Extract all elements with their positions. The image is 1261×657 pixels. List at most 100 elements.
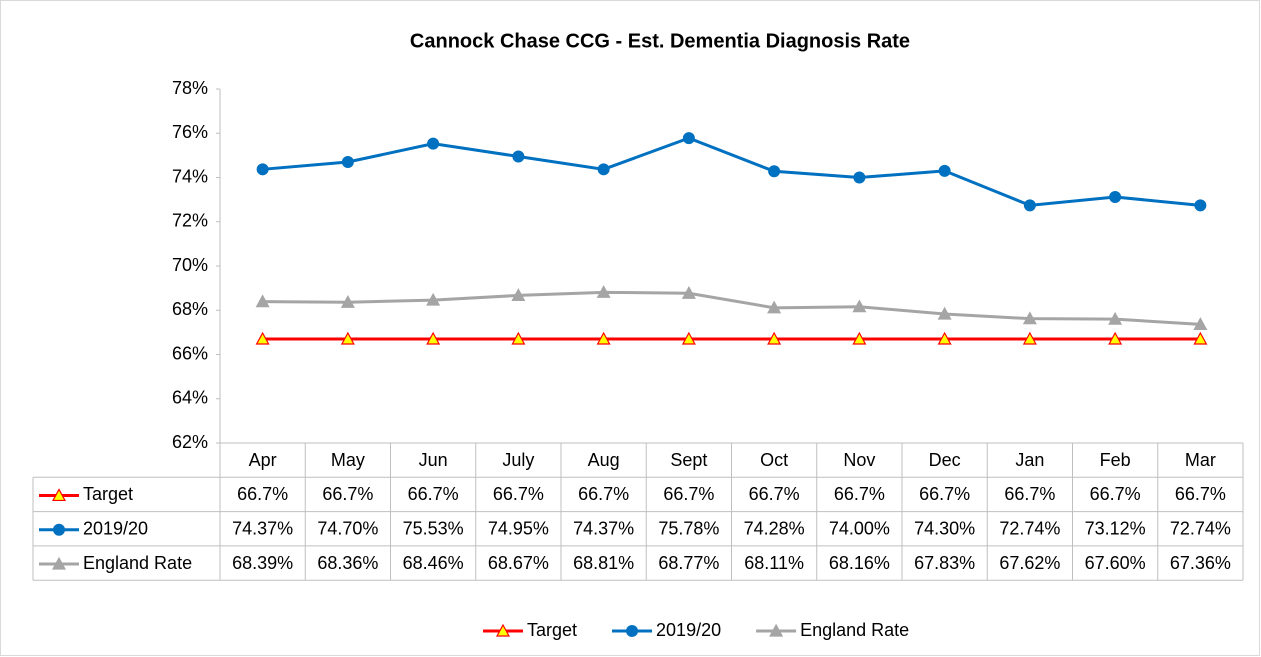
table-cell: 67.60% <box>1085 553 1146 573</box>
table-row-label: 2019/20 <box>83 519 148 539</box>
table-cell: 66.7% <box>322 484 373 504</box>
table-cell: 66.7% <box>919 484 970 504</box>
table-cell: 75.78% <box>658 519 719 539</box>
table-cell: 68.39% <box>232 553 293 573</box>
y-tick-label: 62% <box>172 432 208 452</box>
marker <box>512 150 525 163</box>
x-tick-label: Mar <box>1185 450 1216 470</box>
legend-label: 2019/20 <box>656 620 721 640</box>
legend-marker <box>626 625 639 637</box>
table-cell: 68.11% <box>744 553 804 573</box>
table-cell: 66.7% <box>1090 484 1141 504</box>
marker <box>1194 199 1207 212</box>
marker <box>681 331 696 345</box>
marker <box>1193 317 1208 331</box>
table-row-label: England Rate <box>83 553 192 573</box>
x-tick-label: Apr <box>249 450 277 470</box>
table-cell: 68.67% <box>488 553 549 573</box>
marker <box>511 331 526 345</box>
table-cell: 68.77% <box>658 553 719 573</box>
x-tick-label: Feb <box>1100 450 1131 470</box>
table-cell: 74.70% <box>317 519 378 539</box>
legend-marker <box>51 556 67 570</box>
table-cell: 75.53% <box>403 519 464 539</box>
marker <box>255 294 270 308</box>
y-tick-label: 74% <box>172 166 208 186</box>
x-tick-label: Oct <box>760 450 788 470</box>
table-cell: 66.7% <box>408 484 459 504</box>
y-tick-label: 66% <box>172 343 208 363</box>
y-tick-label: 76% <box>172 122 208 142</box>
table-cell: 67.36% <box>1170 553 1231 573</box>
x-tick-label: Jun <box>419 450 448 470</box>
marker <box>682 132 695 145</box>
x-tick-label: Jan <box>1015 450 1044 470</box>
marker <box>256 163 269 176</box>
table-cell: 68.81% <box>573 553 634 573</box>
table-cell: 66.7% <box>1004 484 1055 504</box>
table-cell: 66.7% <box>578 484 629 504</box>
marker <box>340 331 355 345</box>
table-cell: 66.7% <box>749 484 800 504</box>
series-line <box>262 290 1201 326</box>
marker <box>511 288 526 302</box>
table-cell: 74.30% <box>914 519 975 539</box>
marker <box>937 306 952 320</box>
marker <box>427 137 440 150</box>
legend-marker <box>53 523 65 536</box>
marker <box>1108 311 1123 325</box>
marker <box>426 331 441 345</box>
marker <box>852 299 867 313</box>
marker <box>938 164 951 177</box>
marker <box>255 331 270 345</box>
table-cell: 66.7% <box>493 484 544 504</box>
marker <box>767 331 782 345</box>
table-cell: 66.7% <box>237 484 288 504</box>
table-cell: 68.46% <box>403 553 464 573</box>
marker <box>597 163 610 176</box>
marker <box>340 295 355 308</box>
table-cell: 74.95% <box>488 519 549 539</box>
marker <box>853 171 866 184</box>
table-cell: 68.36% <box>317 553 378 573</box>
marker <box>1022 331 1037 345</box>
marker <box>681 285 696 299</box>
marker <box>1108 331 1123 345</box>
chart-title: Cannock Chase CCG - Est. Dementia Diagno… <box>410 30 910 52</box>
marker <box>1023 199 1036 212</box>
table-cell: 72.74% <box>999 519 1060 539</box>
marker <box>596 331 611 345</box>
table-cell: 67.83% <box>914 553 975 573</box>
x-tick-label: Nov <box>843 450 875 470</box>
x-tick-label: Aug <box>588 450 620 470</box>
table-cell: 73.12% <box>1085 519 1146 539</box>
legend-marker <box>495 623 511 637</box>
x-tick-label: July <box>502 450 534 470</box>
table-cell: 66.7% <box>1175 484 1226 504</box>
marker <box>767 300 782 314</box>
marker <box>341 156 354 169</box>
legend-marker <box>51 488 67 502</box>
marker <box>768 165 781 178</box>
x-tick-label: Sept <box>670 450 707 470</box>
x-tick-label: May <box>331 450 365 470</box>
table-cell: 74.28% <box>744 519 805 539</box>
table-cell: 74.00% <box>829 519 890 539</box>
y-tick-label: 70% <box>172 255 208 275</box>
marker <box>596 285 611 298</box>
y-tick-label: 72% <box>172 211 208 231</box>
table-cell: 66.7% <box>663 484 714 504</box>
y-tick-label: 68% <box>172 299 208 319</box>
y-tick-label: 78% <box>172 78 208 98</box>
x-tick-label: Dec <box>929 450 961 470</box>
marker <box>937 331 952 345</box>
table-cell: 74.37% <box>232 519 293 539</box>
y-tick-label: 64% <box>172 388 208 408</box>
table-cell: 66.7% <box>834 484 885 504</box>
marker <box>426 292 441 306</box>
legend-label: Target <box>527 620 577 640</box>
marker <box>852 331 867 345</box>
table-row-label: Target <box>83 484 133 504</box>
marker <box>1022 311 1037 325</box>
